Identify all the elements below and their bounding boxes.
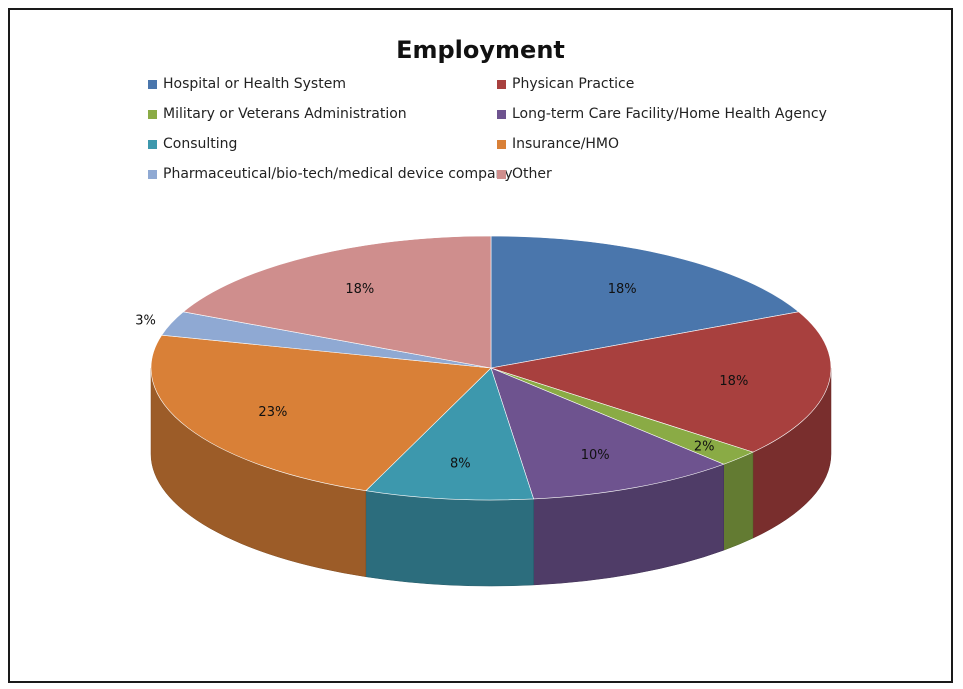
legend-label-physician: Physican Practice — [512, 76, 635, 92]
legend-label-insurance: Insurance/HMO — [512, 136, 620, 152]
pie-side-4 — [365, 490, 534, 587]
pie-data-labels: 18% 18% 2% 10% 8% 23% 3% 18% — [135, 282, 748, 472]
legend-label-military: Military or Veterans Administration — [163, 106, 407, 122]
legend-item-physician: Physican Practice — [497, 76, 634, 92]
legend-swatch-military — [148, 109, 157, 119]
legend-label-pharma: Pharmaceutical/bio-tech/medical device c… — [163, 166, 513, 182]
pie-label-3: 10% — [581, 448, 610, 463]
pie-label-6: 3% — [135, 314, 156, 329]
pie-label-5: 23% — [258, 405, 287, 420]
legend-swatch-pharma — [148, 169, 157, 179]
legend-item-insurance: Insurance/HMO — [497, 136, 619, 152]
chart-frame: Employment Hospital or Health System Phy… — [8, 8, 953, 683]
legend-item-military: Military or Veterans Administration — [148, 106, 407, 122]
legend-swatch-other — [497, 169, 506, 179]
pie-top-faces — [150, 235, 832, 501]
legend-swatch-consulting — [148, 139, 157, 149]
chart-title: Employment — [396, 36, 565, 64]
pie-label-2: 2% — [694, 440, 715, 455]
pie-label-0: 18% — [608, 282, 637, 297]
legend-item-consulting: Consulting — [148, 136, 237, 152]
pie-chart: 18% 18% 2% 10% 8% 23% 3% 18% — [135, 235, 832, 587]
legend-item-other: Other — [497, 166, 552, 182]
pie-side-2 — [723, 451, 754, 551]
pie-label-7: 18% — [345, 282, 374, 297]
legend-item-hospital: Hospital or Health System — [148, 76, 346, 92]
legend-label-hospital: Hospital or Health System — [163, 76, 346, 92]
pie-slice-0 — [490, 235, 800, 369]
pie-slice-7 — [182, 235, 492, 369]
pie-label-1: 18% — [719, 374, 748, 389]
legend-swatch-insurance — [497, 139, 506, 149]
legend-label-other: Other — [512, 166, 552, 182]
legend-swatch-longterm-care — [497, 109, 506, 119]
legend-item-longterm-care: Long-term Care Facility/Home Health Agen… — [497, 106, 827, 122]
legend-label-longterm-care: Long-term Care Facility/Home Health Agen… — [512, 106, 827, 122]
pie-slice-3 — [490, 367, 725, 500]
pie-slice-4 — [365, 367, 535, 501]
legend-swatch-physician — [497, 79, 506, 89]
pie-slice-5 — [150, 334, 492, 492]
legend-label-consulting: Consulting — [163, 136, 238, 152]
legend-swatch-hospital — [148, 79, 157, 89]
pie-label-4: 8% — [450, 456, 471, 471]
legend-item-pharma: Pharmaceutical/bio-tech/medical device c… — [148, 166, 513, 182]
pie-slice-1 — [490, 311, 832, 453]
